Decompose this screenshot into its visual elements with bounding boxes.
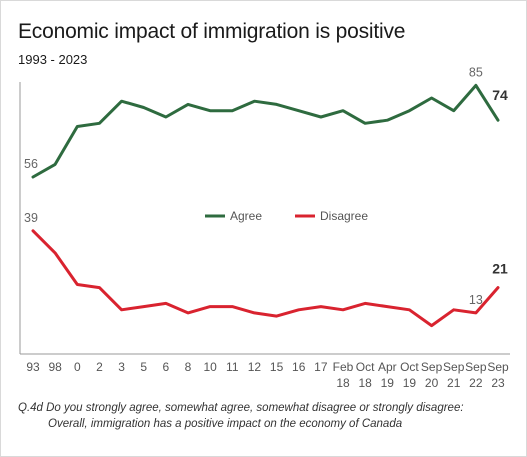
chart-subtitle: 1993 - 2023	[18, 52, 88, 67]
legend-label-disagree: Disagree	[320, 209, 368, 223]
x-tick-label: 6	[163, 360, 170, 374]
data-label: 13	[469, 293, 483, 307]
x-tick-label: 2	[96, 360, 103, 374]
chart-title: Economic impact of immigration is positi…	[18, 20, 406, 43]
x-tick-label: 93	[26, 360, 40, 374]
x-tick-label: 10	[203, 360, 217, 374]
data-label: 56	[24, 157, 38, 171]
x-tick-label: 16	[292, 360, 306, 374]
x-tick-label: 15	[270, 360, 284, 374]
x-tick-label: Sep	[487, 360, 509, 374]
x-tick-label: 0	[74, 360, 81, 374]
data-label: 21	[492, 261, 508, 277]
legend-label-agree: Agree	[230, 209, 262, 223]
x-tick-label: 12	[248, 360, 262, 374]
series-line-agree	[31, 83, 500, 179]
x-tick-label: 21	[447, 376, 461, 390]
series-line-disagree	[31, 229, 500, 328]
x-tick-label: 11	[226, 360, 239, 374]
x-tick-label: Feb	[333, 360, 354, 374]
x-tick-label: 23	[491, 376, 505, 390]
x-tick-label: 19	[381, 376, 395, 390]
x-tick-label: 19	[403, 376, 417, 390]
x-tick-label: 8	[185, 360, 192, 374]
x-tick-label: Apr	[378, 360, 397, 374]
x-tick-label: 20	[425, 376, 439, 390]
x-tick-label: Sep	[465, 360, 487, 374]
x-tick-label: 18	[358, 376, 372, 390]
x-tick-label: 17	[314, 360, 328, 374]
x-tick-label: Sep	[443, 360, 465, 374]
x-tick-label: Sep	[421, 360, 443, 374]
data-label: 74	[492, 87, 508, 103]
x-tick-label: 5	[140, 360, 147, 374]
footnote-statement: Overall, immigration has a positive impa…	[48, 418, 403, 430]
x-tick-label: 98	[48, 360, 62, 374]
x-tick-label: 3	[118, 360, 125, 374]
x-tick-label: Oct	[400, 360, 419, 374]
data-label: 39	[24, 211, 38, 225]
x-tick-label: Oct	[356, 360, 375, 374]
footnote-question: Q.4d Do you strongly agree, somewhat agr…	[18, 402, 464, 414]
data-label: 85	[469, 65, 483, 79]
x-tick-label: 18	[336, 376, 350, 390]
x-tick-label: 22	[469, 376, 483, 390]
